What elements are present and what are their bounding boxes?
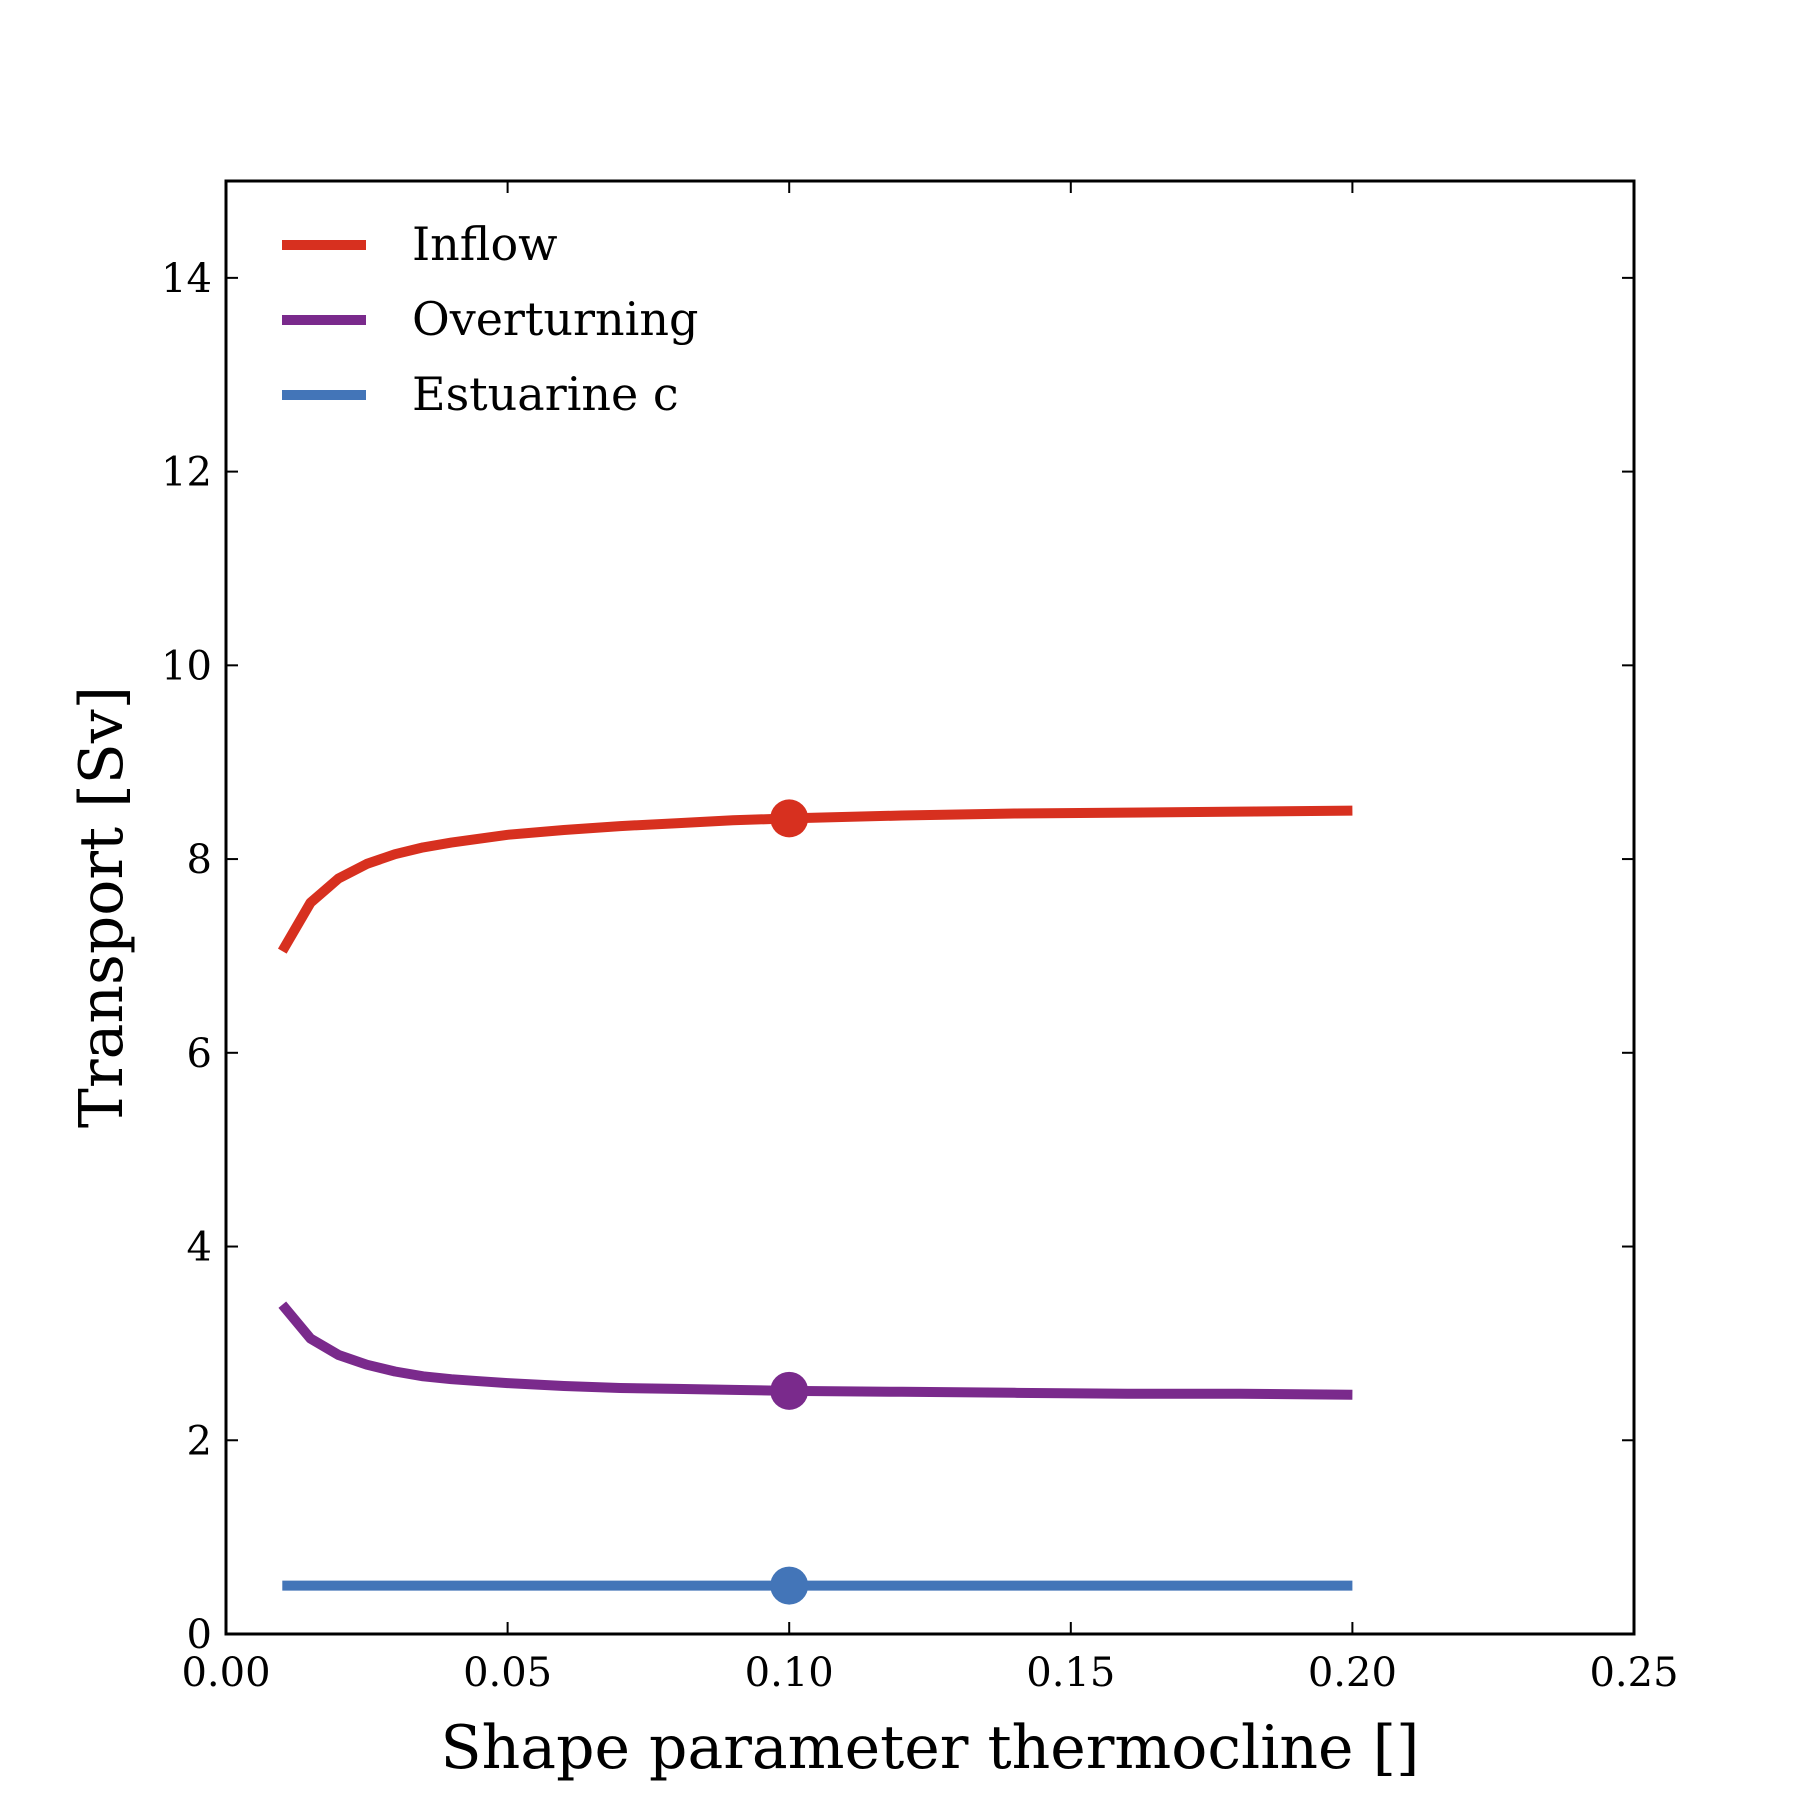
y-tick-label: 12 xyxy=(161,450,212,496)
legend-label-1: Overturning xyxy=(412,292,698,346)
series-marker-2 xyxy=(770,1566,809,1605)
y-tick-label: 14 xyxy=(161,256,212,302)
y-tick-label: 10 xyxy=(161,643,212,689)
legend: Inflow Overturning Estuarine c xyxy=(282,217,698,421)
series-marker-1 xyxy=(770,1371,809,1410)
x-tick-label: 0.10 xyxy=(745,1650,834,1696)
x-tick-label: 0.00 xyxy=(181,1650,270,1696)
y-tick-label: 4 xyxy=(187,1225,212,1271)
x-axis-label: Shape parameter thermocline [] xyxy=(441,1713,1420,1783)
y-tick-label: 8 xyxy=(187,837,212,883)
x-tick-label: 0.25 xyxy=(1589,1650,1678,1696)
legend-label-2: Estuarine c xyxy=(412,367,679,421)
y-tick-label: 0 xyxy=(187,1612,212,1658)
series-marker-0 xyxy=(770,799,809,838)
x-tick-label: 0.20 xyxy=(1308,1650,1397,1696)
x-tick-label: 0.05 xyxy=(463,1650,552,1696)
plot-frame xyxy=(224,179,1636,1636)
x-tick-label: 0.15 xyxy=(1026,1650,1115,1696)
series-line-0 xyxy=(277,805,1353,954)
ticks: 0.00 0.05 0.10 0.15 0.20 0.25 0 2 4 6 8 10 12 14 xyxy=(161,181,1679,1696)
y-tick-label: 6 xyxy=(187,1031,212,1077)
y-axis-label: Transport [Sv] xyxy=(67,686,137,1128)
series-line-1 xyxy=(278,1301,1353,1400)
legend-label-0: Inflow xyxy=(412,217,558,271)
y-tick-label: 2 xyxy=(187,1418,212,1464)
series-layer xyxy=(277,799,1353,1605)
